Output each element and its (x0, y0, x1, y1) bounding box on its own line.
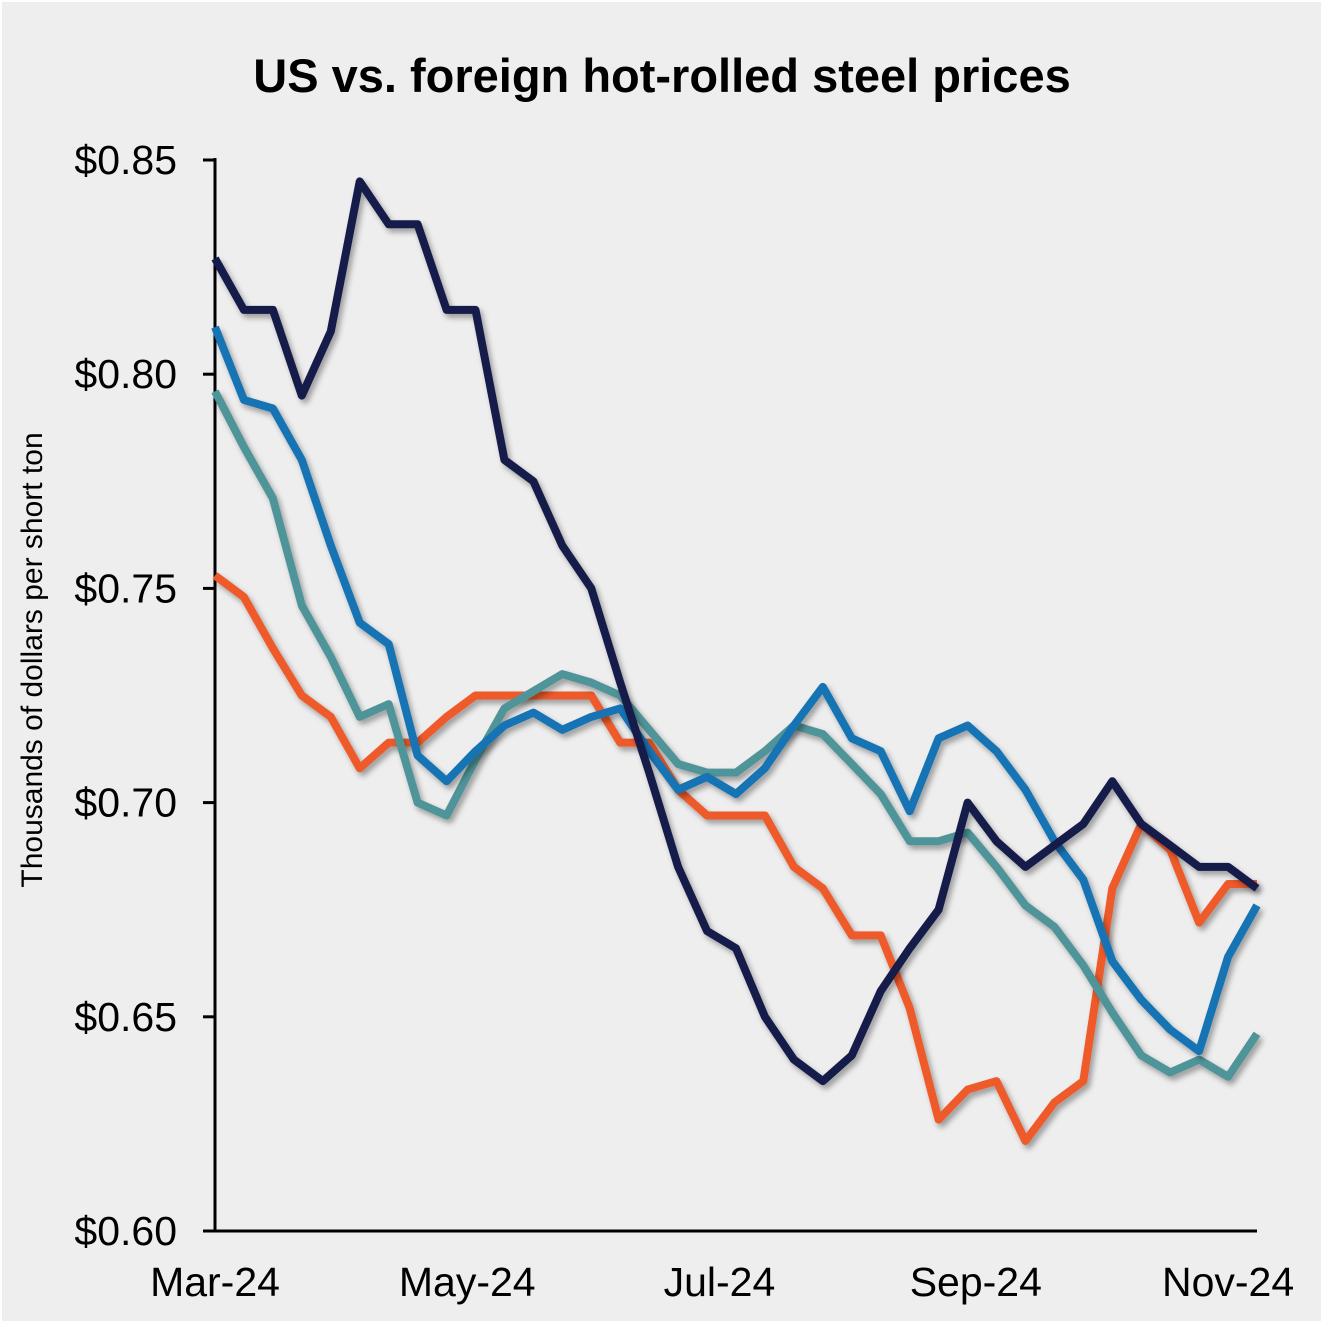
y-tick-label: $0.60 (74, 1208, 177, 1254)
chart-title: US vs. foreign hot-rolled steel prices (253, 49, 1070, 102)
x-tick-label: Nov-24 (1162, 1259, 1294, 1305)
y-tick-label: $0.80 (74, 351, 177, 397)
series-line-1 (211, 389, 1261, 1081)
y-tick-label: $0.75 (74, 565, 177, 611)
x-tick-label: Jul-24 (664, 1259, 776, 1305)
x-tick-label: Mar-24 (150, 1259, 280, 1305)
axes: $0.60 $0.65 $0.70 $0.75 $0.80 $0.85 Mar-24 May-… (74, 137, 1294, 1305)
x-tick-label: May-24 (399, 1259, 536, 1305)
series-line-2 (211, 325, 1261, 1056)
y-tick-label: $0.85 (74, 137, 177, 183)
series-line-0 (212, 572, 1257, 1145)
series-lines (211, 177, 1261, 1145)
y-tick-label: $0.65 (74, 994, 177, 1040)
x-tick-label: Sep-24 (910, 1259, 1042, 1305)
series-line-3 (211, 177, 1260, 1086)
y-tick-label: $0.70 (74, 780, 177, 826)
y-axis-label: Thousands of dollars per short ton (16, 432, 49, 887)
